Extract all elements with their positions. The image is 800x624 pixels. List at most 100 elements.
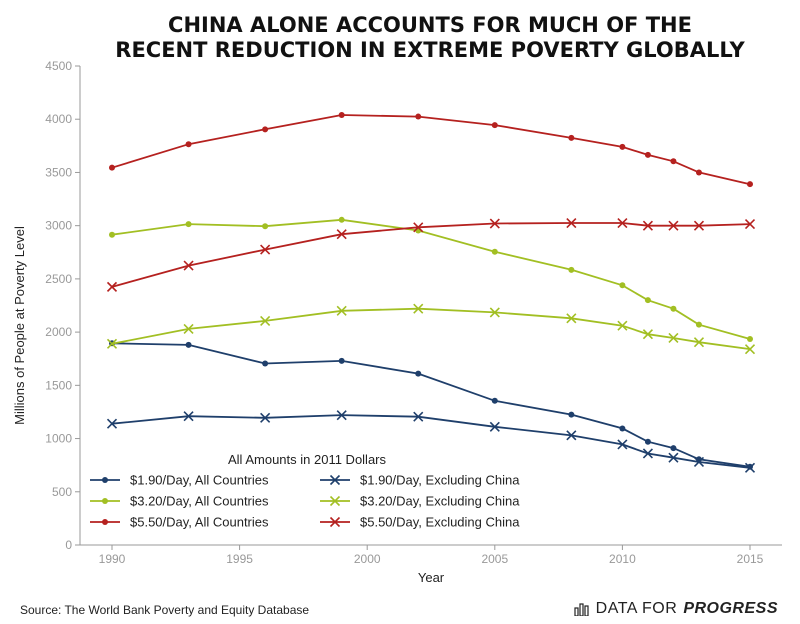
data-point — [566, 217, 577, 229]
data-point — [668, 332, 679, 344]
data-point — [619, 143, 626, 150]
data-point — [619, 425, 626, 432]
legend-item: $5.50/Day, All Countries — [90, 515, 269, 530]
x-marker-stroke — [617, 320, 628, 331]
legend-swatch-marker — [102, 498, 108, 504]
data-point — [262, 223, 269, 230]
data-point — [566, 430, 577, 441]
x-marker-stroke — [106, 418, 118, 429]
brand-bold: PROGRESS — [683, 600, 778, 617]
data-point — [260, 315, 271, 327]
x-marker-stroke — [106, 338, 118, 349]
legend-item: $1.90/Day, All Countries — [90, 473, 269, 488]
x-marker-stroke — [744, 219, 756, 230]
x-marker-stroke — [260, 315, 271, 327]
legend-label: $3.20/Day, Excluding China — [360, 494, 520, 509]
data-point — [670, 158, 677, 165]
data-point — [744, 219, 756, 230]
data-point — [617, 320, 628, 331]
data-point — [489, 421, 500, 432]
series-line — [111, 114, 751, 186]
data-point — [491, 122, 498, 129]
series-3 — [109, 111, 753, 188]
chart-title-line: RECENT REDUCTION IN EXTREME POVERTY GLOB… — [115, 38, 745, 62]
legend-item: $3.20/Day, All Countries — [90, 494, 269, 509]
x-tick-label: 2015 — [737, 552, 764, 566]
data-point — [185, 221, 192, 228]
x-marker-stroke — [106, 281, 118, 292]
x-axis-title: Year — [418, 570, 445, 585]
x-marker-stroke — [329, 495, 341, 507]
y-tick-label: 0 — [65, 538, 72, 552]
data-point — [336, 410, 347, 421]
x-marker-stroke — [566, 217, 577, 229]
data-point — [106, 281, 118, 292]
x-marker-stroke — [413, 303, 424, 314]
legend: All Amounts in 2011 Dollars $1.90/Day, Al… — [90, 452, 520, 530]
legend-label: $5.50/Day, All Countries — [130, 515, 269, 530]
y-tick-label: 2500 — [45, 272, 72, 286]
x-marker-stroke — [336, 305, 347, 316]
data-point — [260, 244, 271, 255]
chart-title-line: CHINA ALONE ACCOUNTS FOR MUCH OF THE — [168, 13, 692, 37]
legend-label: $5.50/Day, Excluding China — [360, 515, 520, 530]
x-marker-stroke — [668, 332, 679, 344]
data-point — [568, 411, 575, 418]
chart-title: CHINA ALONE ACCOUNTS FOR MUCH OF THERECE… — [115, 13, 745, 62]
axes: 0 500 1000 1500 2000 2500 3000 3500 4000 4500 1990… — [12, 59, 782, 585]
data-point — [568, 134, 575, 141]
legend-swatch-marker — [102, 519, 108, 525]
data-point — [617, 217, 628, 229]
x-marker-stroke — [260, 244, 271, 255]
legend-title: All Amounts in 2011 Dollars — [228, 452, 387, 467]
x-marker-stroke — [668, 452, 679, 463]
legend-swatch-marker — [329, 495, 341, 507]
legend-item: $3.20/Day, Excluding China — [320, 494, 520, 509]
data-point — [413, 303, 424, 314]
series-line — [111, 414, 751, 469]
legend-swatch-marker — [329, 474, 341, 486]
source-note: Source: The World Bank Poverty and Equit… — [20, 603, 310, 617]
data-point — [693, 337, 705, 348]
data-point — [668, 452, 679, 463]
x-marker-stroke — [617, 439, 628, 450]
data-point — [415, 113, 422, 120]
x-marker-stroke — [744, 344, 756, 355]
x-marker-stroke — [336, 229, 347, 240]
x-marker-stroke — [183, 411, 194, 422]
data-point — [668, 220, 679, 231]
data-point — [338, 357, 345, 364]
data-point — [185, 141, 192, 148]
series-6 — [106, 217, 756, 292]
x-marker-stroke — [489, 218, 500, 229]
series-layer — [106, 111, 756, 473]
series-1 — [109, 340, 753, 470]
x-marker-stroke — [336, 410, 347, 421]
x-marker-stroke — [642, 448, 653, 459]
data-point — [109, 164, 115, 171]
x-marker-stroke — [413, 411, 424, 422]
y-tick-label: 3500 — [45, 165, 72, 179]
series-5 — [106, 303, 756, 355]
data-point — [106, 338, 118, 349]
data-point — [338, 216, 345, 223]
data-point — [642, 329, 653, 340]
x-tick-label: 2010 — [609, 552, 636, 566]
series-line — [111, 307, 751, 350]
y-tick-label: 4500 — [45, 59, 72, 73]
data-point — [747, 336, 753, 343]
legend-label: $1.90/Day, Excluding China — [360, 473, 520, 488]
bar-chart-icon — [574, 603, 589, 616]
data-point — [489, 218, 500, 229]
x-tick-label: 1995 — [226, 552, 253, 566]
legend-label: $1.90/Day, All Countries — [130, 473, 269, 488]
legend-swatch-marker — [102, 477, 108, 483]
data-point — [491, 397, 498, 404]
y-axis-title: Millions of People at Poverty Level — [12, 226, 27, 425]
data-point — [644, 297, 651, 304]
data-point — [747, 181, 753, 188]
data-point — [260, 412, 271, 423]
data-point — [642, 220, 653, 231]
data-point — [413, 411, 424, 422]
